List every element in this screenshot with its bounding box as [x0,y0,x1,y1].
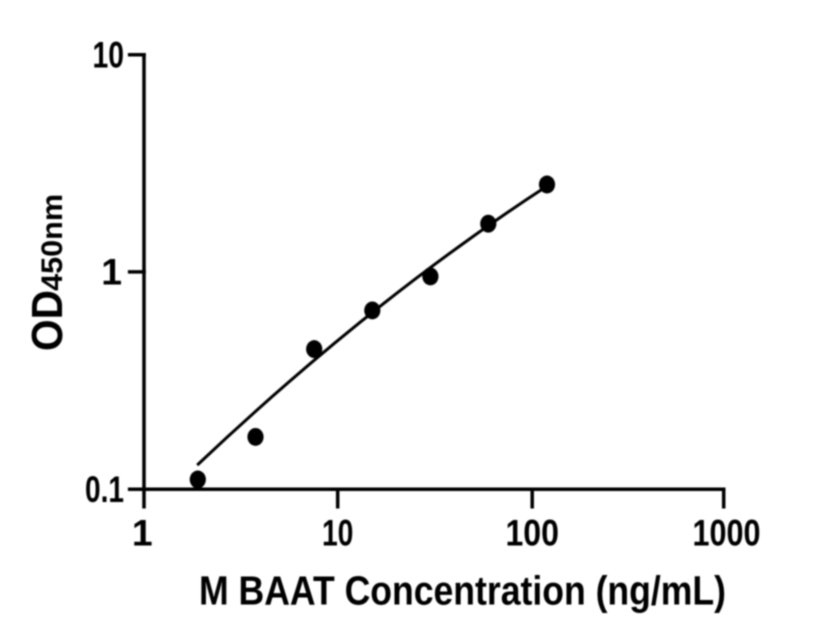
svg-text:1: 1 [101,251,122,293]
svg-text:450nm: 450nm [36,194,69,291]
svg-text:0.1: 0.1 [85,468,124,510]
svg-text:100: 100 [505,512,559,554]
svg-text:1: 1 [132,512,153,554]
svg-text:10: 10 [93,34,125,76]
svg-text:10: 10 [322,512,354,554]
svg-text:M BAAT Concentration (ng/mL): M BAAT Concentration (ng/mL) [199,568,726,614]
svg-text:OD: OD [24,290,72,351]
svg-text:1000: 1000 [693,512,761,554]
